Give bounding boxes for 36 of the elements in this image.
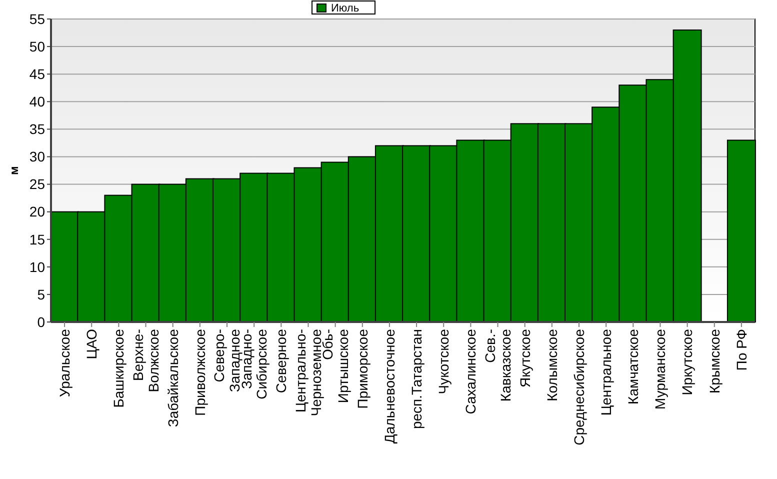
y-tick-label: 0	[37, 314, 46, 330]
y-tick-label: 15	[29, 231, 46, 248]
x-tick-label: Верхне-Волжское	[130, 328, 162, 392]
x-tick-label: Башкирское	[110, 328, 127, 408]
x-tick-label: Колымское	[544, 328, 560, 402]
x-tick-label: Уральское	[56, 328, 72, 398]
y-tick-label: 35	[29, 121, 46, 138]
x-tick-label: Сев.-Кавказское	[482, 328, 514, 402]
y-tick-label: 50	[29, 38, 46, 54]
y-tick-label: 20	[29, 204, 46, 220]
x-tick-label: Центральное	[598, 328, 614, 416]
y-tick-label: 55	[29, 10, 46, 27]
x-tick-label: По РФ	[733, 329, 750, 371]
x-tick-label: Забайкальское	[164, 328, 181, 428]
x-tick-label: Приволжское	[192, 328, 208, 416]
y-tick-label: 45	[29, 66, 46, 82]
y-tick-label: 40	[29, 94, 46, 110]
y-tick-label: 5	[37, 286, 46, 302]
x-tick-label: Крымское	[706, 328, 722, 394]
x-tick-label: Северное	[273, 328, 290, 394]
x-tick-label: Среднесибирское	[570, 328, 587, 446]
x-tick-label: Сахалинское	[462, 328, 479, 414]
x-tick-label: Якутское	[516, 328, 533, 388]
y-tick-label: 30	[29, 148, 46, 165]
x-tick-label: ЦАО	[84, 328, 100, 360]
y-axis-title: м	[7, 166, 21, 175]
y-tick-label: 25	[29, 176, 46, 192]
x-tick-label: Камчатское	[625, 328, 642, 404]
x-tick-label: Мурманское	[652, 328, 668, 410]
legend-label: Июль	[331, 2, 360, 14]
x-tick-label: Чукотское	[436, 328, 452, 394]
y-tick-label: 10	[29, 258, 46, 275]
x-tick-label: респ.Татарстан	[408, 329, 424, 430]
x-tick-label: Приморское	[354, 328, 370, 409]
x-tick-label: Иркутское	[679, 328, 696, 396]
x-tick-label: Дальневосточное	[381, 328, 398, 444]
